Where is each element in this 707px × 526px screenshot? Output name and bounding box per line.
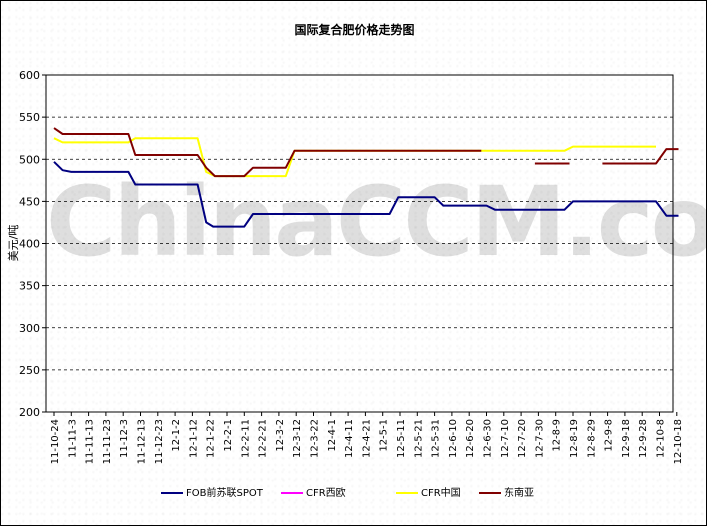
x-tick-label: 12-5-1 bbox=[379, 419, 390, 452]
x-tick-label: 12-7-30 bbox=[534, 419, 545, 458]
x-tick-label: 11-12-13 bbox=[137, 419, 148, 464]
series-line-3 bbox=[53, 127, 482, 178]
series-line-3 bbox=[602, 148, 679, 165]
legend-swatch bbox=[281, 492, 303, 494]
x-tick-label: 12-4-21 bbox=[361, 419, 372, 458]
legend-item: CFR中国 bbox=[396, 486, 461, 502]
legend-label: FOB前苏联SPOT bbox=[186, 488, 263, 499]
y-axis-label: 美元/吨 bbox=[7, 225, 20, 262]
series-line-2 bbox=[53, 137, 656, 178]
x-tick-label: 12-1-22 bbox=[206, 419, 217, 458]
legend-swatch bbox=[396, 492, 418, 494]
legend-swatch bbox=[479, 492, 501, 494]
x-tick-label: 12-5-21 bbox=[413, 419, 424, 458]
x-tick-label: 12-5-31 bbox=[431, 419, 442, 458]
legend-label: CFR西欧 bbox=[306, 488, 346, 499]
x-tick-label: 12-3-2 bbox=[275, 419, 286, 452]
chart-title: 国际复合肥价格走势图 bbox=[294, 23, 415, 37]
x-tick-label: 12-7-20 bbox=[517, 419, 528, 458]
x-tick-label: 12-1-12 bbox=[188, 419, 199, 458]
x-tick-label: 12-2-1 bbox=[223, 419, 234, 452]
x-tick-label: 11-12-3 bbox=[119, 419, 130, 458]
x-tick-label: 12-8-29 bbox=[586, 419, 597, 458]
x-tick-label: 11-11-13 bbox=[85, 419, 96, 464]
x-tick-label: 12-1-2 bbox=[171, 419, 182, 452]
x-tick-label: 11-10-24 bbox=[50, 419, 61, 464]
x-tick-label: 12-9-8 bbox=[604, 419, 615, 452]
grid-lines bbox=[46, 116, 673, 371]
x-tick-label: 12-6-10 bbox=[448, 419, 459, 458]
x-tick-label: 11-11-3 bbox=[67, 419, 78, 458]
y-tick-label: 400 bbox=[19, 238, 40, 251]
x-tick-label: 11-11-23 bbox=[102, 419, 113, 464]
legend-label: CFR中国 bbox=[421, 488, 461, 499]
y-tick-label: 350 bbox=[19, 280, 40, 293]
y-tick-labels: 200 250 300 350 400 450 500 550 600 bbox=[19, 69, 46, 419]
series-line-0 bbox=[53, 161, 679, 228]
y-tick-label: 200 bbox=[19, 406, 40, 419]
legend-item: 东南亚 bbox=[479, 486, 534, 502]
legend: FOB前苏联SPOT CFR西欧 CFR中国 东南亚 bbox=[161, 486, 681, 502]
x-tick-labels: 11-10-24 11-11-3 11-11-13 11-11-23 11-12-3 11… bbox=[50, 412, 684, 464]
x-tick-label: 12-8-19 bbox=[569, 419, 580, 458]
x-tick-label: 12-7-10 bbox=[500, 419, 511, 458]
y-tick-label: 600 bbox=[19, 69, 40, 82]
legend-item: FOB前苏联SPOT bbox=[161, 486, 263, 502]
x-tick-label: 12-4-11 bbox=[344, 419, 355, 458]
y-tick-label: 450 bbox=[19, 195, 40, 208]
y-tick-label: 500 bbox=[19, 153, 40, 166]
y-tick-label: 300 bbox=[19, 322, 40, 335]
x-tick-label: 12-2-11 bbox=[240, 419, 251, 458]
y-tick-label: 250 bbox=[19, 364, 40, 377]
x-tick-label: 12-4-1 bbox=[327, 419, 338, 452]
x-tick-label: 12-5-11 bbox=[396, 419, 407, 458]
x-tick-label: 12-2-21 bbox=[258, 419, 269, 458]
series-lines bbox=[53, 127, 679, 228]
x-tick-label: 11-12-23 bbox=[154, 419, 165, 464]
legend-label: 东南亚 bbox=[504, 488, 534, 499]
x-tick-label: 12-10-18 bbox=[673, 419, 684, 464]
x-tick-label: 12-3-22 bbox=[310, 419, 321, 458]
x-tick-label: 12-9-28 bbox=[638, 419, 649, 458]
x-tick-label: 12-8-9 bbox=[552, 419, 563, 452]
x-tick-label: 12-6-20 bbox=[465, 419, 476, 458]
x-tick-label: 12-10-8 bbox=[656, 419, 667, 458]
x-tick-label: 12-6-30 bbox=[483, 419, 494, 458]
x-tick-label: 12-9-18 bbox=[621, 419, 632, 458]
x-tick-label: 12-3-12 bbox=[292, 419, 303, 458]
legend-swatch bbox=[161, 492, 183, 494]
legend-item: CFR西欧 bbox=[281, 486, 346, 502]
y-tick-label: 550 bbox=[19, 111, 40, 124]
